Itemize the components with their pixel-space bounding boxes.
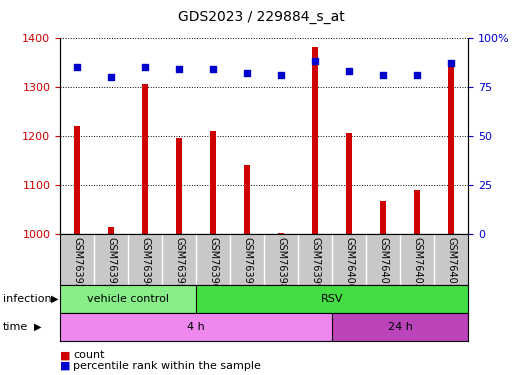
Bar	[74, 126, 80, 234]
Bar	[244, 165, 250, 234]
Text: GSM76393: GSM76393	[106, 237, 116, 290]
Text: GSM76399: GSM76399	[310, 237, 320, 290]
Bar	[176, 138, 182, 234]
Text: 4 h: 4 h	[187, 322, 205, 332]
Point	[141, 64, 150, 70]
Text: count: count	[73, 351, 105, 360]
Text: GSM76395: GSM76395	[174, 237, 184, 290]
Text: ▶: ▶	[51, 294, 58, 304]
Text: ■: ■	[60, 351, 71, 360]
Point	[311, 58, 320, 64]
Text: ▶: ▶	[34, 322, 41, 332]
Text: GSM76400: GSM76400	[344, 237, 354, 290]
Bar	[60, 285, 196, 313]
Point	[175, 66, 184, 72]
Text: percentile rank within the sample: percentile rank within the sample	[73, 361, 261, 370]
Text: GSM76402: GSM76402	[412, 237, 422, 290]
Bar	[196, 285, 468, 313]
Point	[209, 66, 218, 72]
Bar	[210, 131, 216, 234]
Text: GSM76392: GSM76392	[72, 237, 82, 290]
Text: vehicle control: vehicle control	[87, 294, 169, 304]
Text: GSM76396e: GSM76396e	[208, 237, 218, 296]
Text: 24 h: 24 h	[388, 322, 413, 332]
Text: GSM76398t: GSM76398t	[276, 237, 286, 294]
Point	[277, 72, 286, 78]
Text: GSM76397: GSM76397	[242, 237, 252, 290]
Bar	[380, 201, 386, 234]
Point	[379, 72, 388, 78]
Bar	[312, 47, 318, 234]
Text: RSV: RSV	[321, 294, 344, 304]
Point	[447, 60, 456, 66]
Bar	[414, 190, 420, 234]
Bar	[332, 313, 468, 341]
Text: GDS2023 / 229884_s_at: GDS2023 / 229884_s_at	[178, 10, 345, 24]
Bar	[448, 62, 454, 234]
Point	[413, 72, 422, 78]
Bar	[108, 227, 114, 234]
Point	[243, 70, 252, 76]
Bar	[142, 84, 148, 234]
Point	[345, 68, 354, 74]
Point	[73, 64, 82, 70]
Text: GSM76394: GSM76394	[140, 237, 150, 290]
Bar	[346, 134, 352, 234]
Text: infection: infection	[3, 294, 51, 304]
Point	[107, 74, 116, 80]
Text: ■: ■	[60, 361, 71, 370]
Text: GSM76403: GSM76403	[446, 237, 456, 290]
Text: time: time	[3, 322, 28, 332]
Bar	[278, 233, 284, 234]
Bar	[60, 313, 332, 341]
Text: GSM76401: GSM76401	[378, 237, 388, 290]
